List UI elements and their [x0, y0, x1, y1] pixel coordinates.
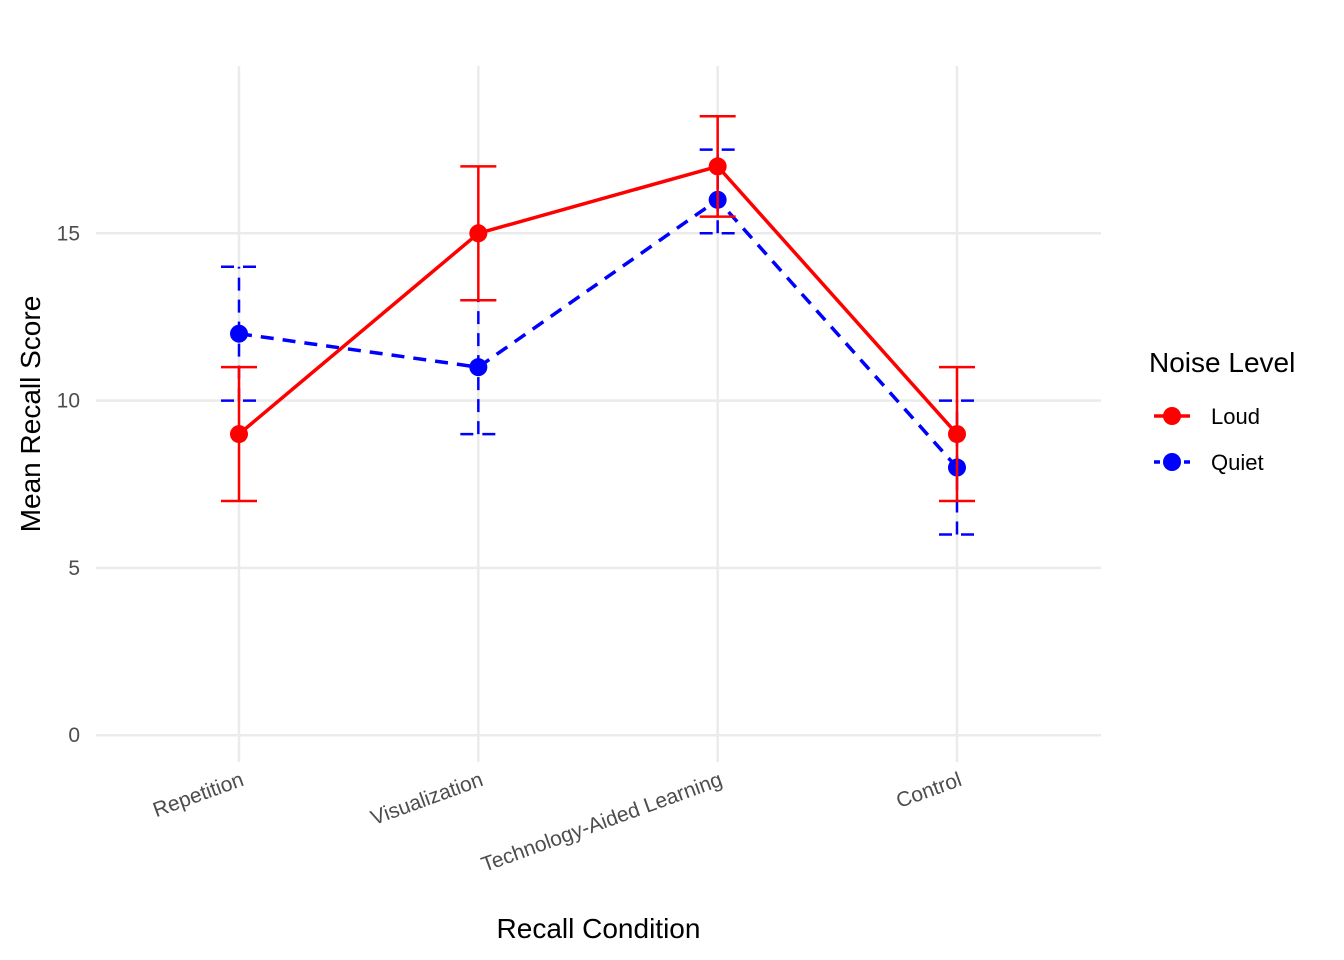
grid: [96, 66, 1101, 762]
x-axis-ticks: Repetition VisualizationTechnology-Aided …: [150, 768, 965, 877]
series-line: [238, 198, 959, 469]
legend: Noise Level Loud Quiet: [1149, 347, 1295, 475]
data-point: [948, 425, 966, 444]
y-tick-label: 0: [68, 724, 80, 747]
legend-key-marker: [1163, 453, 1181, 471]
legend-label: Quiet: [1211, 450, 1264, 475]
series-layer: [221, 114, 975, 536]
x-tick-label: Visualization: [368, 768, 486, 830]
legend-item-quiet: Quiet: [1154, 450, 1264, 475]
series-loud: [221, 114, 975, 503]
data-point: [708, 157, 727, 176]
x-tick-label: Technology-Aided Learning: [478, 768, 725, 877]
x-tick-label: Control: [893, 768, 964, 813]
x-tick-label: Repetition: [150, 768, 247, 822]
x-axis-title: Recall Condition: [497, 913, 701, 944]
y-axis-title: Mean Recall Score: [15, 296, 46, 533]
data-point: [469, 224, 488, 243]
legend-title: Noise Level: [1149, 347, 1295, 378]
series-line: [237, 164, 959, 436]
legend-item-loud: Loud: [1154, 404, 1260, 429]
data-point: [230, 425, 248, 444]
legend-key-marker: [1163, 407, 1181, 425]
legend-label: Loud: [1211, 404, 1260, 429]
legend-items: Loud Quiet: [1154, 404, 1264, 475]
y-axis-ticks: 0 5 10 15: [57, 222, 80, 747]
y-tick-label: 15: [57, 222, 80, 245]
y-tick-label: 5: [68, 557, 80, 580]
y-tick-label: 10: [57, 390, 80, 413]
data-point: [469, 358, 488, 377]
data-point: [230, 324, 248, 343]
series-quiet: [221, 148, 975, 536]
